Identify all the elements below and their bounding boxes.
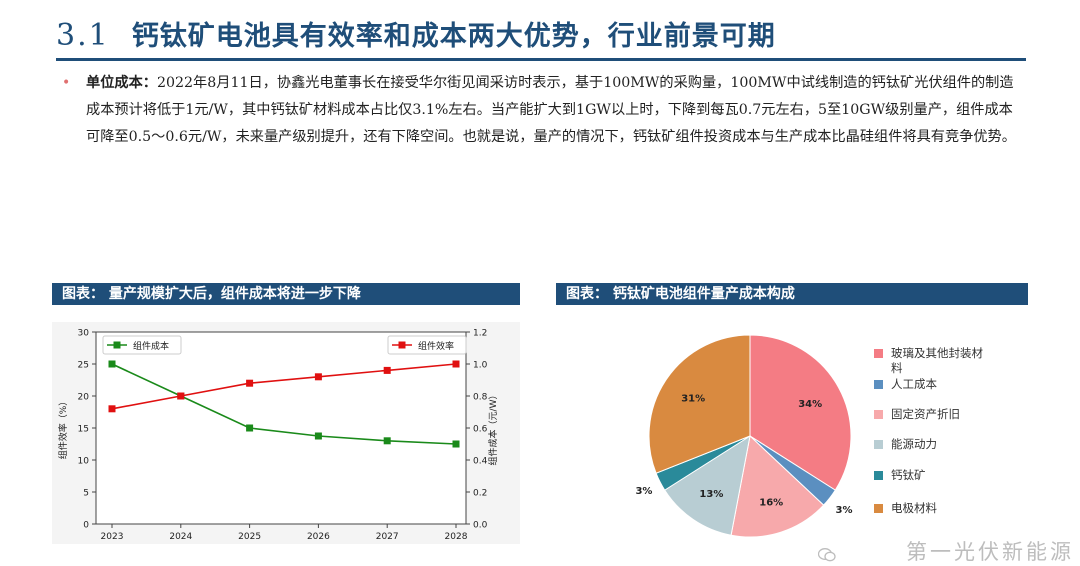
watermark: 第一光伏新能源 [906,540,1074,564]
pie-slice-3 [730,435,825,538]
pie-slice-2 [749,435,836,506]
pie-label: 13% [699,489,723,500]
legend-swatch [874,504,883,513]
paragraph-lead: 单位成本： [86,75,157,91]
legend-swatch [874,380,883,389]
left-figure-header: 图表： 量产规模扩大后，组件成本将进一步下降 [52,283,520,305]
pie-legend-item: 能源动力 [874,437,984,452]
pie-label: 16% [759,497,783,508]
pie-legend-label: 电极材料 [891,501,937,515]
wechat-icon [818,548,836,562]
section-number: 3.1 [56,18,110,53]
pie-label: 3% [635,486,652,497]
bullet-icon: • [62,75,71,91]
legend-swatch [874,410,883,419]
pie-legend-item: 玻璃及其他封装材料 [874,346,984,376]
line-chart-background [52,322,520,544]
pie-legend-label: 能源动力 [891,437,937,451]
pie-legend-item: 钙钛矿 [874,468,984,483]
pie-slice-1 [749,334,852,491]
pie-label: 34% [798,399,822,410]
pie-slice-6 [648,334,751,474]
right-figure-header: 图表： 钙钛矿电池组件量产成本构成 [556,283,1028,305]
pie-legend-label: 人工成本 [891,377,937,391]
pie-slice-5 [655,435,751,491]
title-divider [56,58,1026,61]
pie-legend-item: 固定资产折旧 [874,407,984,422]
pie-legend-item: 人工成本 [874,377,984,392]
pie-label: 3% [836,505,853,516]
section-title: 钙钛矿电池具有效率和成本两大优势，行业前景可期 [131,21,776,52]
legend-swatch [874,349,883,358]
paragraph-text: 2022年8月11日，协鑫光电董事长在接受华尔街见闻采访时表示，基于100MW的… [86,75,1016,145]
body-paragraph: 单位成本：2022年8月11日，协鑫光电董事长在接受华尔街见闻采访时表示，基于1… [86,70,1026,151]
page-title: 3.1 钙钛矿电池具有效率和成本两大优势，行业前景可期 [56,14,776,53]
pie-slice-4 [664,434,751,536]
pie-legend-label: 钙钛矿 [891,468,926,482]
pie-legend-label: 玻璃及其他封装材料 [891,346,983,375]
pie-legend-label: 固定资产折旧 [891,407,960,421]
pie-label: 31% [681,393,705,404]
legend-swatch [874,471,883,480]
legend-swatch [874,440,883,449]
pie-legend-item: 电极材料 [874,501,984,516]
